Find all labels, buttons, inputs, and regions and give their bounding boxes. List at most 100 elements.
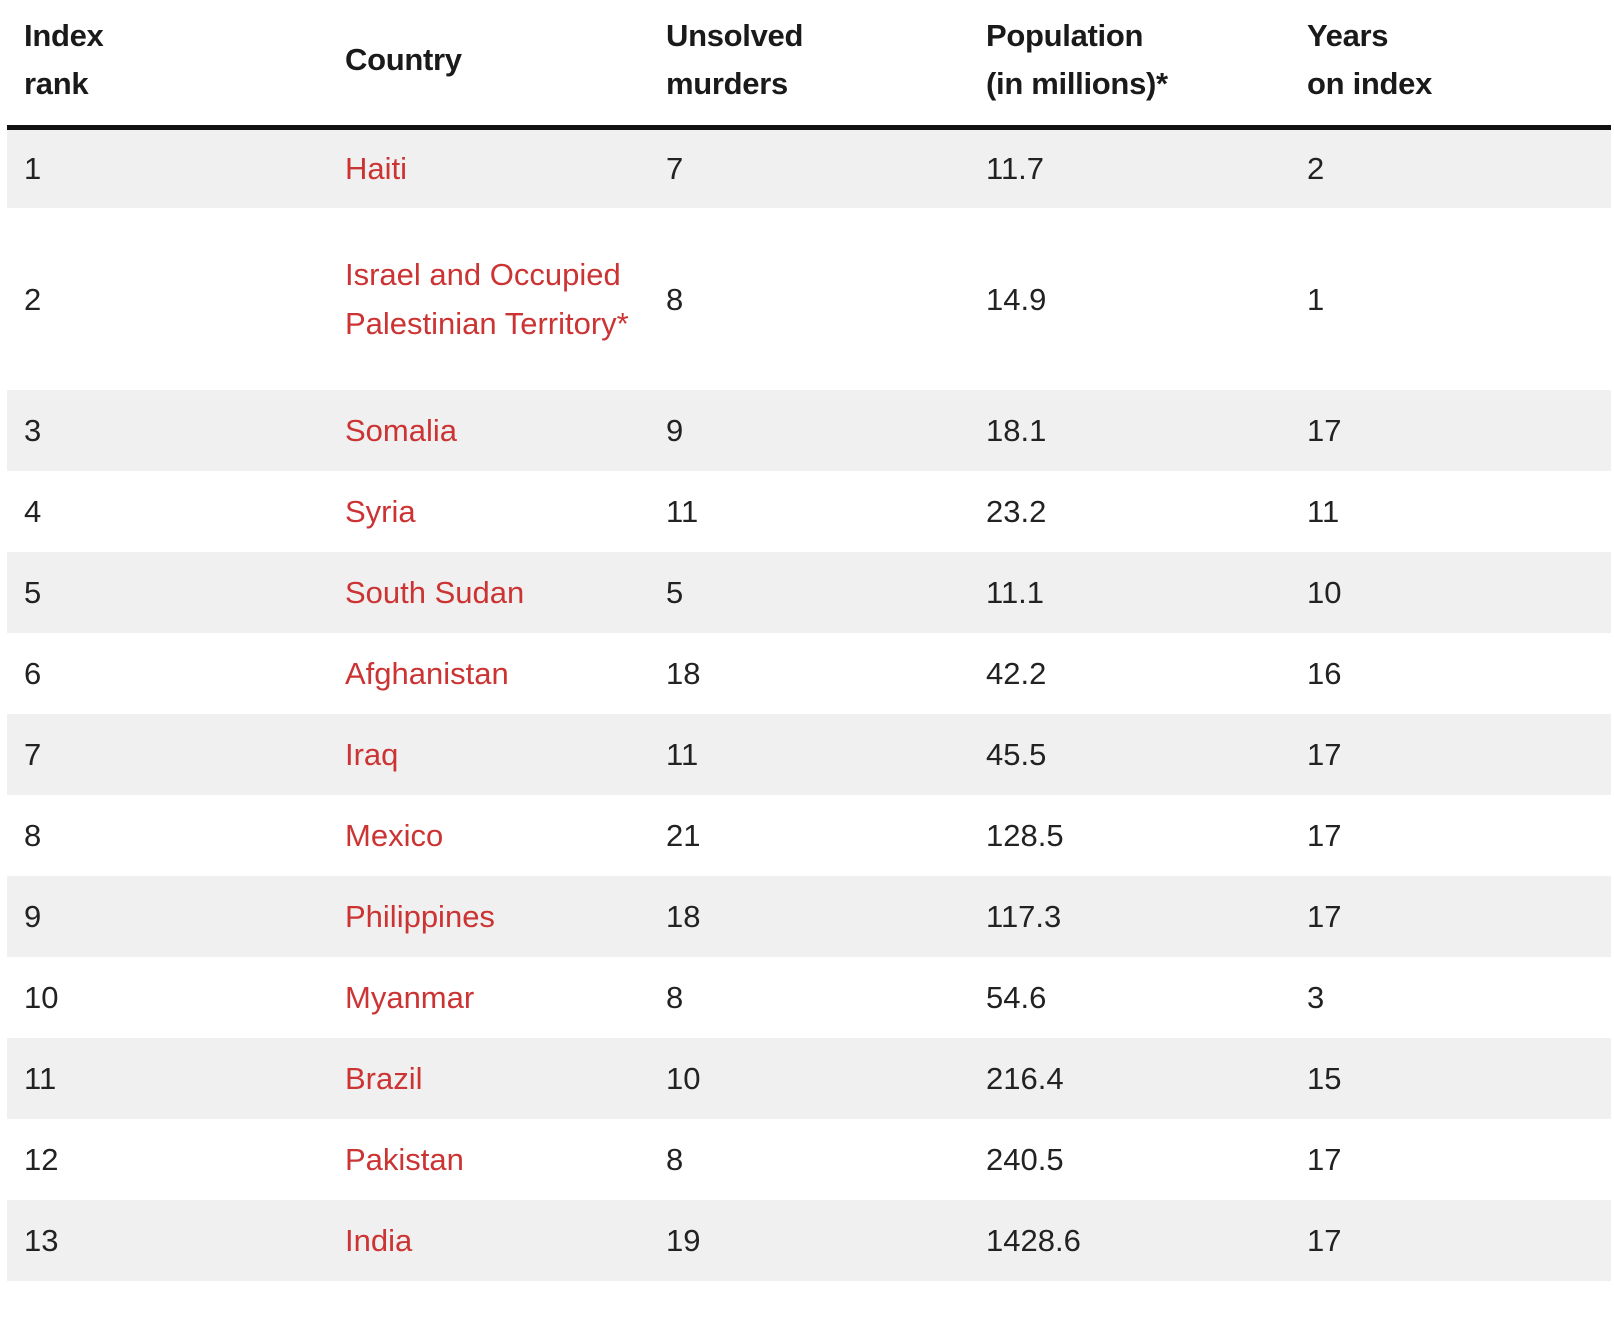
- cell-years-on-index: 10: [1307, 575, 1342, 610]
- cell-rank: 10: [24, 980, 59, 1015]
- cell-population: 42.2: [986, 656, 1047, 691]
- cell-years-on-index: 2: [1307, 151, 1325, 187]
- country-link-south-sudan[interactable]: South Sudan: [345, 575, 525, 610]
- cell-years-on-index: 17: [1307, 899, 1342, 934]
- country-link-india[interactable]: India: [345, 1223, 413, 1258]
- cell-country: Pakistan: [328, 1119, 649, 1200]
- table-row: 7 Iraq 11 45.5 17: [7, 714, 1611, 795]
- cell-years-on-index: 11: [1307, 494, 1340, 529]
- cell-years-on-index: 17: [1307, 1142, 1342, 1177]
- table-header: Index rank Country Unsolved murders Popula…: [7, 0, 1611, 127]
- cell-country: Iraq: [328, 714, 649, 795]
- cell-years-on-index: 17: [1307, 413, 1342, 448]
- header-row: Index rank Country Unsolved murders Popula…: [7, 0, 1611, 127]
- country-link-haiti[interactable]: Haiti: [345, 151, 408, 187]
- cell-country: Afghanistan: [328, 633, 649, 714]
- cell-years-on-index: 16: [1307, 656, 1342, 691]
- cell-rank: 12: [24, 1142, 59, 1177]
- country-link-syria[interactable]: Syria: [345, 494, 416, 529]
- cell-population: 18.1: [986, 413, 1047, 448]
- cell-unsolved-murders: 18: [666, 656, 701, 691]
- cell-unsolved-murders: 7: [666, 151, 684, 187]
- cell-rank: 11: [24, 1061, 57, 1096]
- table-row: 11 Brazil 10 216.4 15: [7, 1038, 1611, 1119]
- cell-unsolved-murders: 8: [666, 281, 684, 317]
- country-link-mexico[interactable]: Mexico: [345, 818, 444, 853]
- table-row: 12 Pakistan 8 240.5 17: [7, 1119, 1611, 1200]
- table-row: 2 Israel and Occupied Palestinian Territ…: [7, 208, 1611, 390]
- cell-population: 14.9: [986, 281, 1047, 317]
- cell-unsolved-murders: 19: [666, 1223, 701, 1258]
- header-index-rank-line-1: Index: [24, 18, 104, 54]
- cell-rank: 9: [24, 899, 42, 934]
- cell-country: India: [328, 1200, 649, 1281]
- table-row: 5 South Sudan 5 11.1 10: [7, 552, 1611, 633]
- country-link-somalia[interactable]: Somalia: [345, 413, 457, 448]
- cell-rank: 6: [24, 656, 42, 691]
- table-row: 8 Mexico 21 128.5 17: [7, 795, 1611, 876]
- cell-years-on-index: 17: [1307, 737, 1342, 772]
- cell-country: Somalia: [328, 390, 649, 471]
- impunity-index-table: Index rank Country Unsolved murders Popula…: [7, 0, 1611, 1281]
- header-index-rank[interactable]: Index rank: [7, 0, 328, 127]
- cell-population: 216.4: [986, 1061, 1064, 1096]
- cell-unsolved-murders: 18: [666, 899, 701, 934]
- country-link-philippines[interactable]: Philippines: [345, 899, 495, 934]
- cell-country: Israel and Occupied Palestinian Territor…: [328, 208, 649, 390]
- cell-country: Syria: [328, 471, 649, 552]
- country-link-afghanistan[interactable]: Afghanistan: [345, 656, 509, 691]
- cell-unsolved-murders: 21: [666, 818, 701, 853]
- header-years-on-index-line-2: on index: [1307, 66, 1433, 102]
- header-country[interactable]: Country: [328, 0, 649, 127]
- table-row: 9 Philippines 18 117.3 17: [7, 876, 1611, 957]
- table-row: 3 Somalia 9 18.1 17: [7, 390, 1611, 471]
- cell-unsolved-murders: 5: [666, 575, 684, 610]
- country-link-iraq[interactable]: Iraq: [345, 737, 399, 772]
- cell-country: Haiti: [328, 127, 649, 208]
- cell-country: Brazil: [328, 1038, 649, 1119]
- header-unsolved-murders-line-1: Unsolved: [666, 18, 804, 54]
- cell-years-on-index: 17: [1307, 818, 1342, 853]
- cell-rank: 3: [24, 413, 42, 448]
- cell-rank: 1: [24, 151, 42, 187]
- table-row: 4 Syria 11 23.2 11: [7, 471, 1611, 552]
- country-link-brazil[interactable]: Brazil: [345, 1061, 423, 1096]
- cell-rank: 8: [24, 818, 42, 853]
- country-link-pakistan[interactable]: Pakistan: [345, 1142, 464, 1177]
- table-row: 10 Myanmar 8 54.6 3: [7, 957, 1611, 1038]
- cell-population: 45.5: [986, 737, 1047, 772]
- table-row: 13 India 19 1428.6 17: [7, 1200, 1611, 1281]
- cell-population: 128.5: [986, 818, 1064, 853]
- header-unsolved-murders-line-2: murders: [666, 66, 788, 102]
- country-link-israel-opt[interactable]: Israel and Occupied Palestinian Territor…: [345, 257, 629, 341]
- cell-country: Myanmar: [328, 957, 649, 1038]
- cell-years-on-index: 17: [1307, 1223, 1342, 1258]
- cell-rank: 7: [24, 737, 42, 772]
- header-unsolved-murders[interactable]: Unsolved murders: [649, 0, 969, 127]
- cell-unsolved-murders: 11: [666, 494, 699, 529]
- cell-rank: 2: [24, 281, 42, 317]
- table-body: 1 Haiti 7 11.7 2 2 Israel and Occupied P…: [7, 127, 1611, 1281]
- cell-population: 11.7: [986, 151, 1045, 187]
- cell-country: Mexico: [328, 795, 649, 876]
- cell-unsolved-murders: 8: [666, 1142, 684, 1177]
- cell-population: 1428.6: [986, 1223, 1081, 1258]
- cell-population: 54.6: [986, 980, 1047, 1015]
- cell-unsolved-murders: 9: [666, 413, 684, 448]
- header-population[interactable]: Population (in millions)*: [969, 0, 1290, 127]
- cell-population: 23.2: [986, 494, 1047, 529]
- cell-years-on-index: 15: [1307, 1061, 1342, 1096]
- header-population-line-1: Population: [986, 18, 1144, 54]
- cell-population: 240.5: [986, 1142, 1064, 1177]
- header-years-on-index[interactable]: Years on index: [1290, 0, 1611, 127]
- cell-unsolved-murders: 11: [666, 737, 699, 772]
- cell-unsolved-murders: 8: [666, 980, 684, 1015]
- cell-unsolved-murders: 10: [666, 1061, 701, 1096]
- impunity-index-table-container: Index rank Country Unsolved murders Popula…: [7, 0, 1611, 1281]
- country-link-myanmar[interactable]: Myanmar: [345, 980, 475, 1015]
- cell-rank: 4: [24, 494, 42, 529]
- cell-population: 117.3: [986, 899, 1062, 934]
- table-row: 1 Haiti 7 11.7 2: [7, 127, 1611, 208]
- header-population-line-2: (in millions)*: [986, 66, 1168, 102]
- header-years-on-index-line-1: Years: [1307, 18, 1389, 54]
